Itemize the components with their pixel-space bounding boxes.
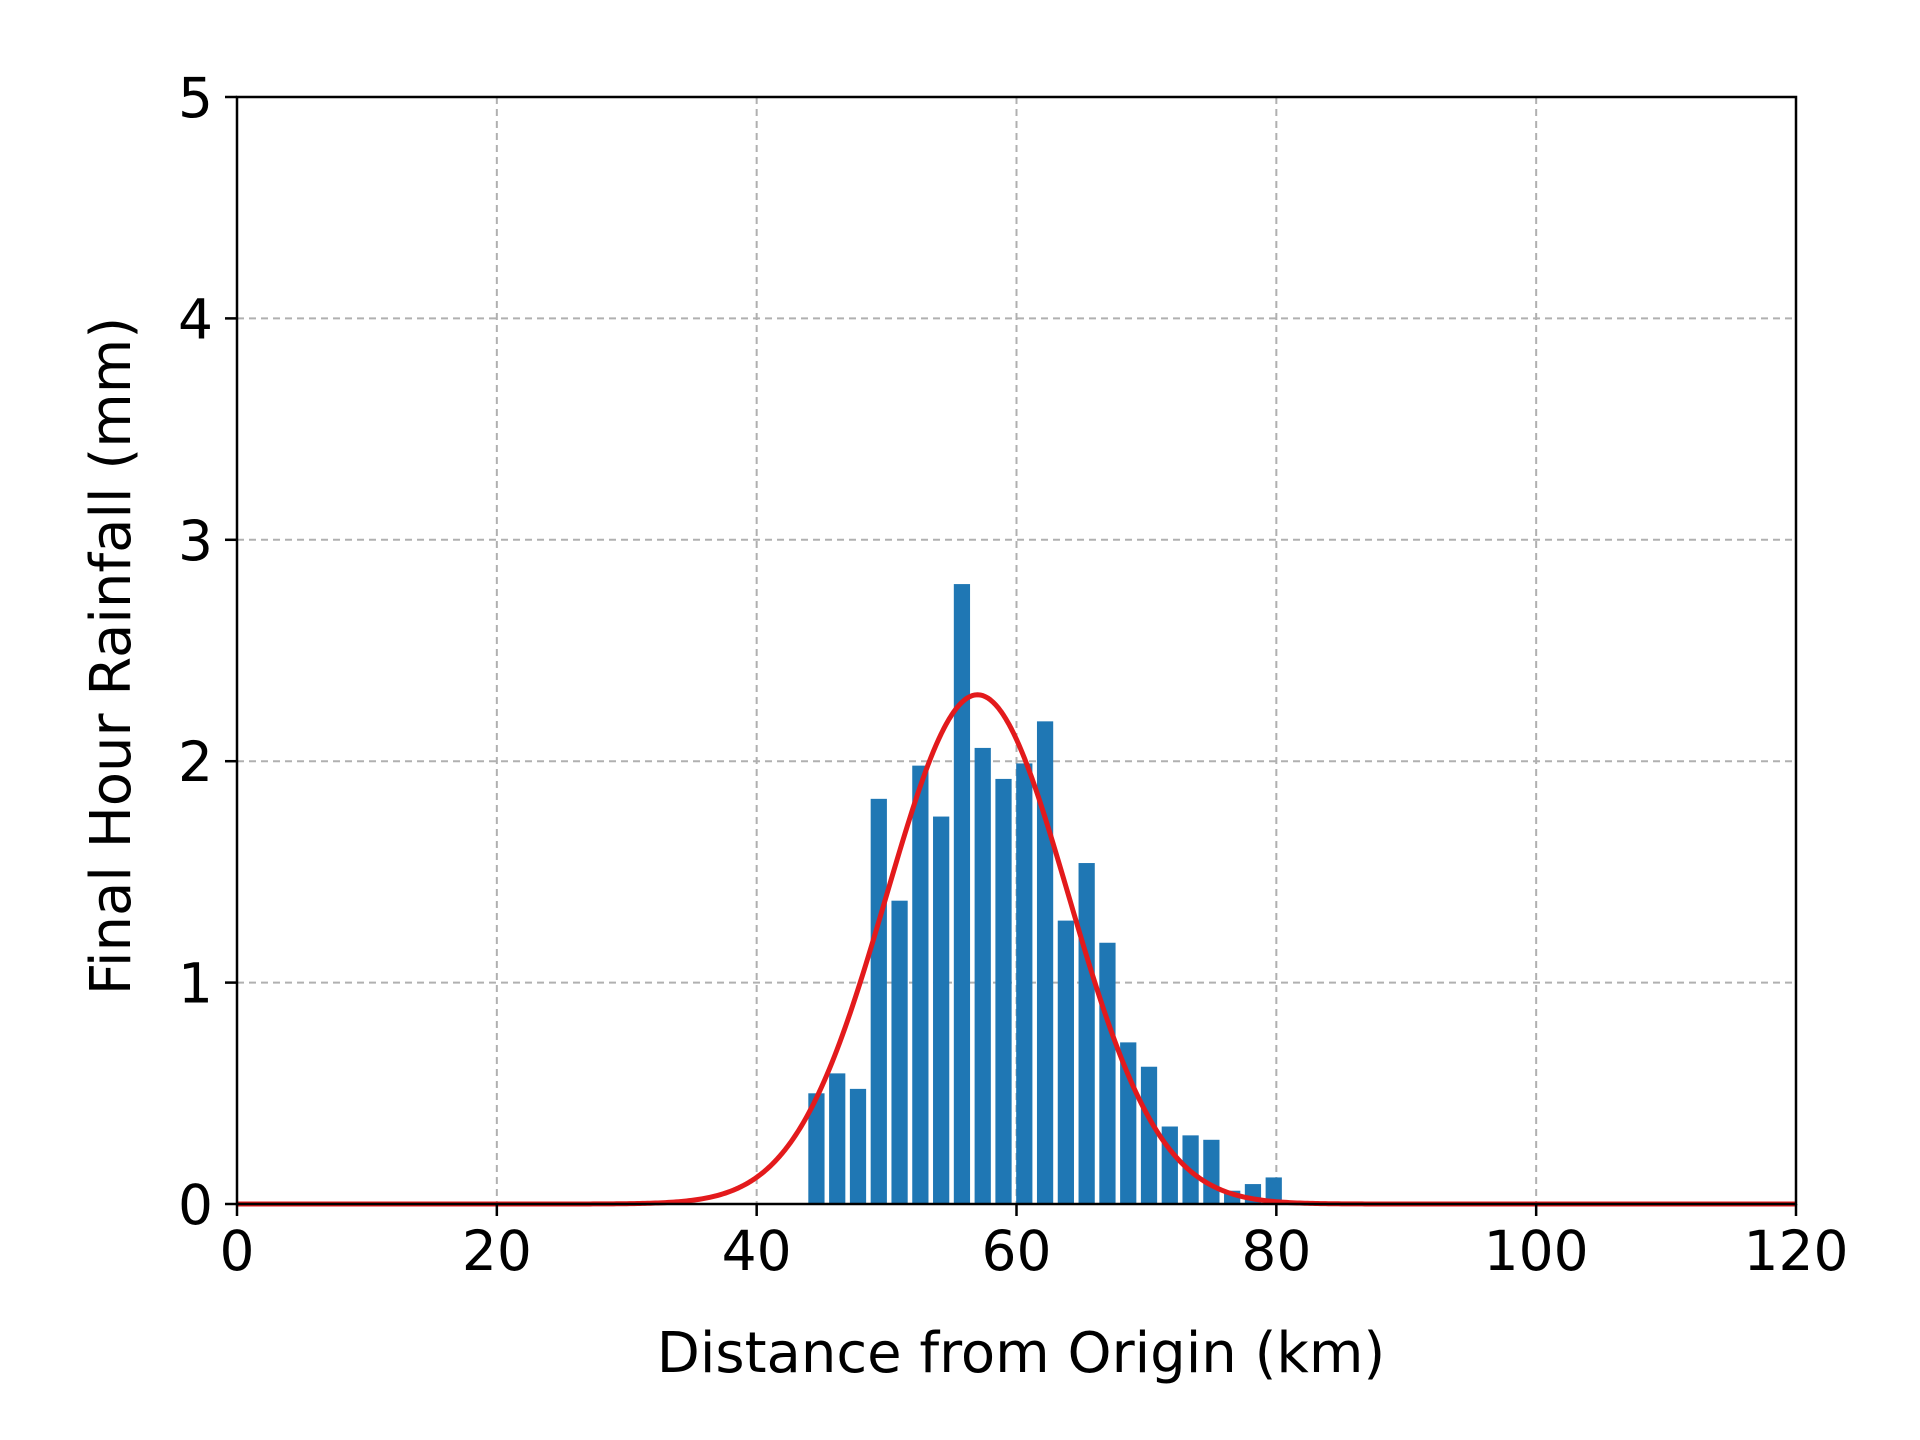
histogram-bar: [1099, 942, 1116, 1204]
histogram-bar: [1036, 721, 1054, 1204]
x-tick-label: 20: [462, 1219, 532, 1283]
histogram-bar: [829, 1073, 846, 1204]
y-tick-label: 4: [178, 287, 213, 351]
histogram-bar: [891, 900, 908, 1204]
x-tick-label: 80: [1241, 1219, 1311, 1283]
histogram-bar: [808, 1093, 825, 1204]
y-tick-label: 0: [178, 1173, 213, 1237]
y-tick-label: 1: [178, 952, 213, 1016]
histogram-bar: [849, 1088, 867, 1204]
histogram-bar: [1140, 1066, 1158, 1204]
histogram-bar: [870, 798, 887, 1204]
histogram-bar: [1203, 1139, 1220, 1204]
x-tick-label: 100: [1484, 1219, 1589, 1283]
x-tick-label: 120: [1744, 1219, 1849, 1283]
x-axis-label: Distance from Origin (km): [657, 1321, 1386, 1386]
y-tick-label: 5: [178, 66, 213, 130]
y-tick-label: 2: [178, 730, 213, 794]
histogram-bar: [953, 584, 971, 1204]
y-tick-label: 3: [178, 509, 213, 573]
grid-lines: [237, 97, 1796, 1204]
histogram-bar: [1057, 920, 1074, 1204]
histogram-bar: [912, 765, 929, 1204]
axes: 0 20 40 60 80 100 120 0 1 2 3 4 5: [178, 66, 1848, 1283]
x-tick-label: 60: [982, 1219, 1052, 1283]
x-tick-label: 40: [722, 1219, 792, 1283]
histogram-bar: [933, 816, 950, 1204]
histogram-bar: [1265, 1177, 1282, 1204]
histogram-bar: [995, 778, 1012, 1204]
histogram-bar: [1078, 863, 1095, 1204]
histogram-bar: [1016, 763, 1033, 1204]
y-axis-label: Final Hour Rainfall (mm): [79, 317, 144, 995]
x-tick-label: 0: [220, 1219, 255, 1283]
histogram-bar: [974, 747, 991, 1204]
